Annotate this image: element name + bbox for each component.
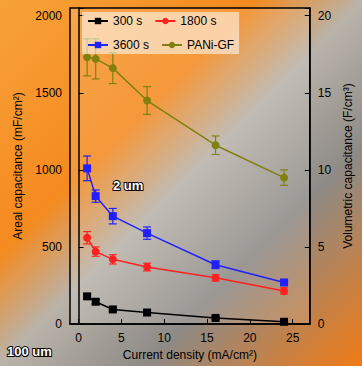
svg-text:15: 15 bbox=[200, 331, 214, 345]
svg-text:25: 25 bbox=[286, 331, 300, 345]
svg-text:1800 s: 1800 s bbox=[180, 14, 216, 28]
svg-text:5: 5 bbox=[118, 331, 125, 345]
svg-text:5: 5 bbox=[318, 240, 325, 254]
svg-text:20: 20 bbox=[318, 9, 332, 23]
svg-text:15: 15 bbox=[318, 86, 332, 100]
svg-text:3600 s: 3600 s bbox=[113, 38, 149, 52]
svg-text:Volumetric capacitance (F/cm³): Volumetric capacitance (F/cm³) bbox=[341, 83, 355, 248]
svg-text:0: 0 bbox=[55, 317, 62, 331]
svg-text:10: 10 bbox=[318, 163, 332, 177]
svg-text:PANi-GF: PANi-GF bbox=[187, 38, 234, 52]
svg-text:300 s: 300 s bbox=[113, 14, 142, 28]
svg-text:0: 0 bbox=[75, 331, 82, 345]
svg-text:Areal capacitance (mF/cm²): Areal capacitance (mF/cm²) bbox=[11, 92, 25, 239]
svg-text:2 um: 2 um bbox=[113, 178, 143, 193]
svg-text:100 um: 100 um bbox=[7, 344, 52, 359]
svg-text:1500: 1500 bbox=[35, 86, 62, 100]
svg-text:500: 500 bbox=[42, 240, 62, 254]
svg-text:0: 0 bbox=[318, 317, 325, 331]
svg-text:Current density (mA/cm²): Current density (mA/cm²) bbox=[123, 348, 257, 362]
svg-text:2000: 2000 bbox=[35, 9, 62, 23]
svg-text:1000: 1000 bbox=[35, 163, 62, 177]
svg-text:20: 20 bbox=[243, 331, 257, 345]
svg-text:10: 10 bbox=[158, 331, 172, 345]
